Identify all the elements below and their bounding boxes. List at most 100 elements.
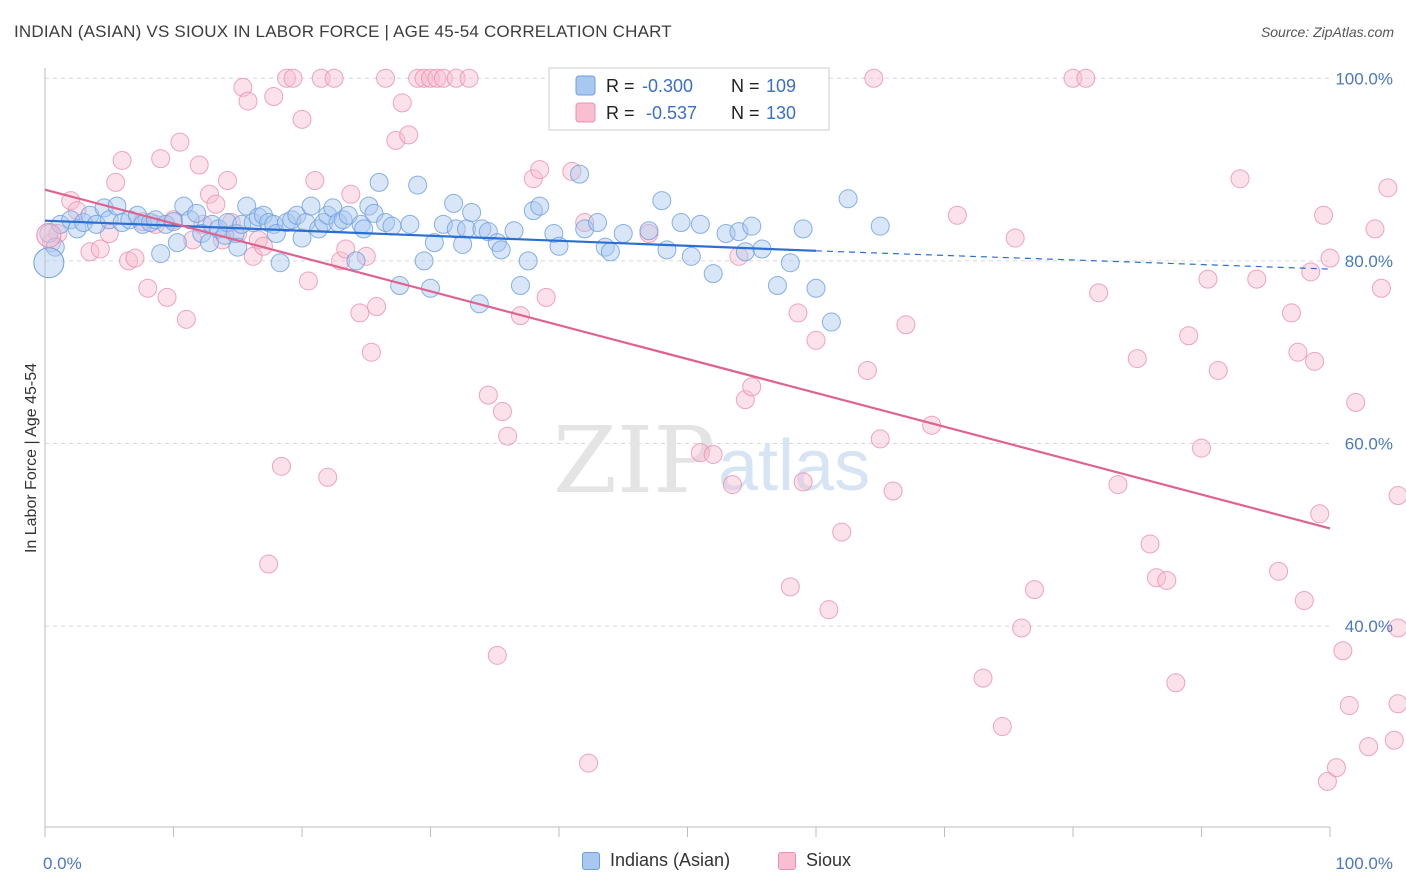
indian-asian-point: [301, 196, 321, 216]
indian-asian-point: [518, 251, 538, 271]
sioux-point: [1108, 475, 1128, 495]
indian-asian-point: [309, 219, 329, 239]
sioux-point: [883, 481, 903, 501]
sioux-point: [376, 68, 396, 88]
indian-asian-point: [613, 223, 633, 243]
sioux-point: [742, 377, 762, 397]
sioux-point: [1384, 730, 1404, 750]
sioux-point: [392, 93, 412, 113]
source-label: Source: ZipAtlas.com: [1260, 24, 1394, 40]
indian-asian-point: [657, 240, 677, 260]
legend-box: R = -0.300 N = 109 R = -0.537 N = 130: [548, 67, 830, 131]
indian-asian-point: [408, 175, 428, 195]
indian-asian-point: [570, 164, 590, 184]
indian-asian-point: [243, 213, 263, 233]
bottom-legend-sioux[interactable]: Sioux: [778, 850, 851, 871]
sioux-point: [1281, 303, 1301, 323]
sioux-point: [151, 149, 171, 169]
legend-n-value-2: 130: [766, 103, 796, 123]
sioux-point: [793, 472, 813, 492]
sioux-point: [1365, 219, 1385, 239]
indian-asian-point: [588, 213, 608, 233]
indian-asian-point: [639, 221, 659, 241]
indian-asian-trend-extension: [815, 250, 1331, 270]
indian-asian-point: [530, 196, 550, 216]
sioux-point: [1371, 278, 1391, 298]
sioux-point: [1359, 737, 1379, 757]
indian-asian-point: [86, 214, 106, 234]
sioux-point: [806, 330, 826, 350]
sioux-point: [780, 577, 800, 597]
indian-asian-point: [382, 216, 402, 236]
indian-asian-point: [806, 278, 826, 298]
sioux-point: [1288, 342, 1308, 362]
sioux-point: [1076, 68, 1096, 88]
sioux-point: [1127, 349, 1147, 369]
legend-n-label-2: N =: [731, 103, 760, 123]
sioux-point: [1247, 269, 1267, 289]
indian-asian-point: [690, 214, 710, 234]
sioux-point: [857, 360, 877, 380]
sioux-point: [498, 426, 518, 446]
legend-r-value-1: -0.300: [642, 76, 693, 96]
x-tick-label-1: 100.0%: [1335, 854, 1393, 873]
sioux-point: [1269, 561, 1289, 581]
indian-asian-point: [187, 203, 207, 223]
indian-asian-point: [735, 242, 755, 262]
sioux-point: [832, 522, 852, 542]
sioux-point: [112, 150, 132, 170]
sioux-point: [1012, 618, 1032, 638]
sioux-point: [318, 467, 338, 487]
sioux-point: [1314, 205, 1334, 225]
sioux-point: [90, 239, 110, 259]
sioux-point: [1198, 269, 1218, 289]
sioux-point: [992, 717, 1012, 737]
sioux-point: [1005, 228, 1025, 248]
trend-lines: [44, 188, 1331, 530]
bottom-legend-indian[interactable]: Indians (Asian): [582, 850, 730, 871]
sioux-point: [361, 342, 381, 362]
indian-asian-point: [767, 276, 787, 296]
watermark-atlas: atlas: [718, 426, 870, 506]
sioux-point: [292, 109, 312, 129]
indian-asian-point: [433, 214, 453, 234]
indian-asian-point: [544, 223, 564, 243]
x-tick-labels: 0.0% 100.0%: [43, 854, 1393, 873]
sioux-point: [1333, 641, 1353, 661]
y-tick-labels: 40.0% 60.0% 80.0% 100.0%: [1335, 69, 1393, 636]
sioux-point: [157, 287, 177, 307]
sioux-point: [1326, 758, 1346, 778]
indian-asian-point: [453, 234, 473, 254]
sioux-point: [1192, 438, 1211, 458]
sioux-point: [1166, 673, 1186, 693]
sioux-point: [1305, 351, 1325, 371]
indian-asian-point: [491, 240, 511, 260]
indian-asian-point: [424, 233, 444, 253]
sioux-point: [1179, 326, 1199, 346]
legend-swatch-sioux: [575, 102, 596, 123]
sioux-point: [399, 125, 419, 145]
sioux-trend-line: [44, 188, 1331, 530]
indian-asian-point: [821, 312, 841, 332]
indian-asian-point: [703, 264, 723, 284]
sioux-point: [896, 315, 916, 335]
sioux-point: [176, 309, 196, 329]
indian-asian-point: [600, 242, 620, 262]
indian-asian-point: [729, 222, 749, 242]
sioux-point: [1378, 178, 1398, 198]
sioux-point: [189, 155, 209, 175]
sioux-point: [341, 184, 361, 204]
indian-asian-point: [421, 278, 440, 298]
indian-asian-point: [354, 219, 374, 239]
indian-asian-point: [510, 276, 530, 296]
sioux-point: [1089, 283, 1109, 303]
sioux-point: [217, 171, 237, 191]
sioux-point: [478, 385, 498, 405]
sioux-point: [283, 68, 303, 88]
indian-asian-point: [151, 244, 171, 264]
sioux-point: [487, 645, 507, 665]
sioux-point: [1346, 392, 1366, 412]
sioux-point: [819, 600, 839, 620]
sioux-point: [492, 402, 512, 422]
indian-asian-point: [780, 253, 800, 273]
